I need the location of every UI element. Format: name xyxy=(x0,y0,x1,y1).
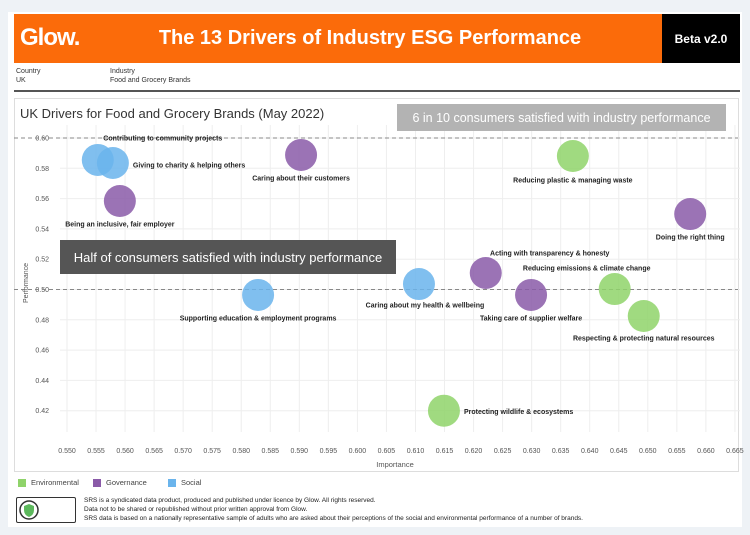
x-tick-label: 0.650 xyxy=(639,448,657,455)
data-point xyxy=(556,140,589,173)
y-tick-label: 0.42 xyxy=(35,408,49,415)
x-tick-label: 0.645 xyxy=(610,448,628,455)
x-tick-label: 0.610 xyxy=(407,448,425,455)
data-point xyxy=(515,278,548,311)
y-axis-label: Performance xyxy=(23,263,30,303)
y-tick-label: 0.50 xyxy=(35,287,49,294)
x-tick-label: 0.550 xyxy=(58,448,76,455)
legend-social: Social xyxy=(168,478,201,487)
header-bar xyxy=(14,14,662,63)
annotation-top: 6 in 10 consumers satisfied with industr… xyxy=(397,104,726,131)
data-point-label: Giving to charity & helping others xyxy=(133,162,246,169)
y-tick-label: 0.54 xyxy=(35,226,49,233)
data-point xyxy=(96,146,129,179)
chart-frame xyxy=(14,98,739,472)
legend-swatch xyxy=(93,478,101,487)
annotation-middle: Half of consumers satisfied with industr… xyxy=(60,240,396,274)
y-tick-label: 0.60 xyxy=(35,136,49,143)
legend-swatch xyxy=(18,478,26,487)
industry-filter[interactable]: Industry Food and Grocery Brands xyxy=(110,67,191,85)
x-tick-label: 0.655 xyxy=(668,448,686,455)
country-filter[interactable]: Country UK xyxy=(16,67,41,85)
x-tick-label: 0.630 xyxy=(523,448,541,455)
y-tick-label: 0.46 xyxy=(35,348,49,355)
data-point-label: Acting with transparency & honesty xyxy=(490,250,610,257)
footer-line: SRS data is based on a nationally repres… xyxy=(84,515,583,522)
y-tick-label: 0.44 xyxy=(35,378,49,385)
footer-disclaimer: SRS is a syndicated data product, produc… xyxy=(84,496,583,523)
glow-logo: Glow. xyxy=(20,24,80,51)
legend-label: Governance xyxy=(106,478,147,487)
shield-icon xyxy=(19,500,39,520)
data-point-label: Contributing to community projects xyxy=(103,135,222,142)
x-tick-label: 0.625 xyxy=(494,448,512,455)
data-point-label: Respecting & protecting natural resource… xyxy=(573,336,715,343)
x-tick-label: 0.585 xyxy=(262,448,280,455)
data-point-label: Protecting wildlife & ecosystems xyxy=(464,409,573,416)
x-tick-label: 0.620 xyxy=(465,448,483,455)
data-point-label: Reducing emissions & climate change xyxy=(523,266,651,273)
chart-title: UK Drivers for Food and Grocery Brands (… xyxy=(20,106,325,121)
data-point xyxy=(103,185,136,218)
legend-swatch xyxy=(168,478,176,487)
x-tick-label: 0.615 xyxy=(436,448,454,455)
x-tick-label: 0.580 xyxy=(232,448,250,455)
y-tick-label: 0.56 xyxy=(35,196,49,203)
x-tick-label: 0.640 xyxy=(581,448,599,455)
industry-value: Food and Grocery Brands xyxy=(110,77,191,84)
data-point xyxy=(402,268,435,301)
x-axis-label: Importance xyxy=(376,460,414,469)
data-point-label: Reducing plastic & managing waste xyxy=(513,178,633,185)
x-tick-label: 0.635 xyxy=(552,448,570,455)
data-point-label: Supporting education & employment progra… xyxy=(180,315,337,322)
industry-label: Industry xyxy=(110,68,135,75)
x-tick-label: 0.595 xyxy=(320,448,338,455)
data-point xyxy=(242,278,275,311)
srs-logo xyxy=(16,497,76,523)
x-tick-label: 0.605 xyxy=(378,448,396,455)
data-point xyxy=(427,394,460,427)
country-value: UK xyxy=(16,77,26,84)
x-tick-label: 0.555 xyxy=(87,448,105,455)
x-tick-label: 0.570 xyxy=(174,448,192,455)
data-point-label: Caring about their customers xyxy=(252,175,350,182)
data-point xyxy=(469,256,502,289)
data-point xyxy=(627,300,660,333)
footer-line: Data not to be shared or republished wit… xyxy=(84,506,308,513)
x-tick-label: 0.600 xyxy=(349,448,367,455)
x-tick-label: 0.560 xyxy=(116,448,134,455)
x-tick-label: 0.565 xyxy=(145,448,163,455)
y-tick-label: 0.48 xyxy=(35,317,49,324)
page-title: The 13 Drivers of Industry ESG Performan… xyxy=(158,27,582,49)
y-tick-label: 0.52 xyxy=(35,257,49,264)
legend-label: Social xyxy=(181,478,202,487)
data-point xyxy=(674,198,707,231)
x-tick-label: 0.575 xyxy=(203,448,221,455)
divider xyxy=(14,90,740,92)
data-point xyxy=(598,273,631,306)
version-badge: Beta v2.0 xyxy=(662,14,740,63)
legend-governance: Governance xyxy=(93,478,147,487)
data-point-label: Being an inclusive, fair employer xyxy=(65,222,175,229)
x-tick-label: 0.660 xyxy=(697,448,715,455)
x-tick-label: 0.665 xyxy=(726,448,744,455)
footer-line: SRS is a syndicated data product, produc… xyxy=(84,497,376,504)
x-tick-label: 0.590 xyxy=(291,448,309,455)
legend-environmental: Environmental xyxy=(18,478,79,487)
data-point-label: Taking care of supplier welfare xyxy=(480,315,582,322)
legend-label: Environmental xyxy=(31,478,79,487)
country-label: Country xyxy=(16,68,41,75)
data-point-label: Caring about my health & wellbeing xyxy=(366,303,485,310)
data-point xyxy=(285,138,318,171)
y-tick-label: 0.58 xyxy=(35,166,49,173)
data-point-label: Doing the right thing xyxy=(656,235,725,242)
